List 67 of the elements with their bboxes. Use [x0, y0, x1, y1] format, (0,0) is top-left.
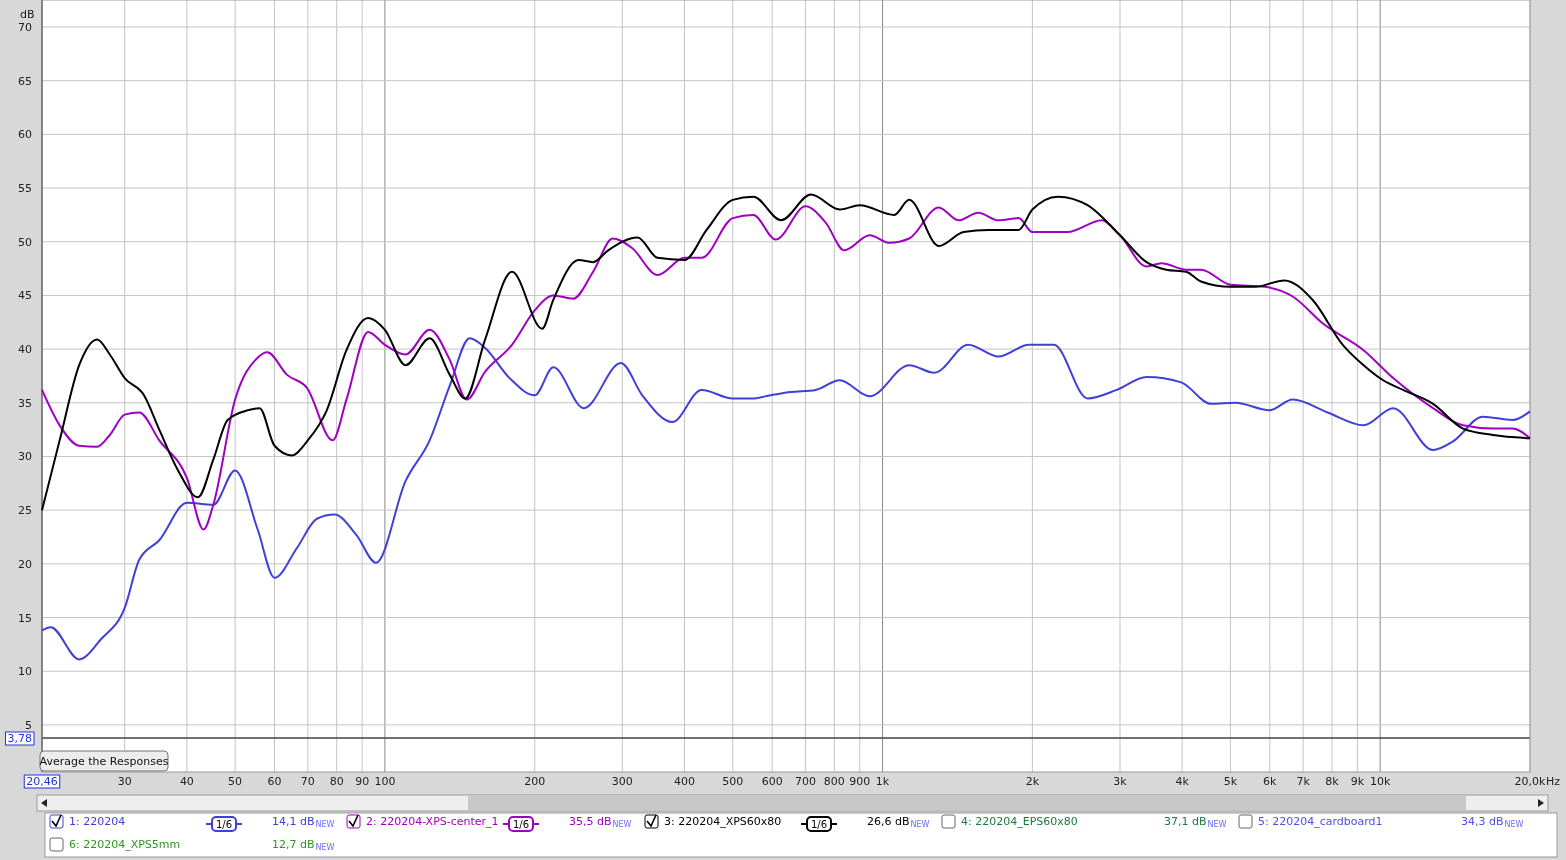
text: 26,6 dB [867, 815, 910, 828]
y-tick-label: 25 [18, 504, 32, 518]
text: NEW [910, 820, 930, 829]
text: 35,5 dB [569, 815, 612, 828]
x-tick-label: 4k [1175, 775, 1190, 788]
x-tick-label: 90 [355, 775, 370, 788]
x-tick-label: 20,0k [1514, 775, 1547, 788]
y-tick-label: 70 [18, 21, 32, 34]
text: NEW [315, 820, 335, 829]
text: 1/6 [810, 819, 828, 830]
x-tick-label: 9k [1350, 775, 1365, 788]
y-tick-label: 50 [18, 235, 32, 249]
x-tick-label: 500 [722, 775, 744, 788]
x-tick-label: 6k [1263, 775, 1278, 788]
text: 12,7 dB [272, 838, 315, 851]
y-tick-label: 40 [18, 343, 32, 357]
text: 1/6 [215, 819, 233, 830]
y-tick-label: 15 [18, 611, 32, 625]
text: 5: 220204_cardboard1 [1258, 815, 1383, 828]
x-tick-label: 5k [1223, 775, 1238, 788]
legend-label: 3: 220204_XPS60x80 [664, 815, 782, 828]
text: NEW [1504, 820, 1524, 829]
x-tick-label: 40 [179, 775, 194, 788]
x-axis-title: Hz [1546, 775, 1561, 788]
x-tick-label: 8k [1325, 775, 1340, 788]
x-tick-label: 70 [300, 775, 315, 788]
x-tick-label: 3k [1113, 775, 1128, 788]
x-tick-label: 300 [611, 775, 633, 788]
x-tick-label: 900 [849, 775, 871, 788]
y-tick-label: 10 [18, 665, 32, 679]
x-tick-label: 100 [374, 775, 396, 788]
x-tick-label: 10k [1370, 775, 1392, 788]
x-tick-label: 20,46 [26, 775, 58, 788]
y-axis-title: dB [20, 8, 35, 21]
text: 1/6 [512, 819, 530, 830]
x-tick-label: 400 [674, 775, 696, 788]
text: NEW [612, 820, 632, 829]
text: 37,1 dB [1164, 815, 1207, 828]
x-tick-label: 600 [761, 775, 783, 788]
x-tick-label: 7k [1296, 775, 1311, 788]
y-tick-label: 20 [18, 557, 32, 571]
y-tick-label: 30 [18, 450, 32, 464]
y-tick-label: 3,78 [7, 732, 32, 745]
text: 14,1 dB [272, 815, 315, 828]
text: 4: 220204_EPS60x80 [961, 815, 1078, 828]
y-tick-label: 35 [18, 396, 32, 410]
y-tick-label: 60 [18, 128, 32, 142]
y-tick-label: 55 [18, 182, 32, 196]
text: NEW [315, 843, 335, 852]
x-tick-label: 60 [267, 775, 282, 788]
x-tick-label: 800 [823, 775, 845, 788]
x-tick-label: 50 [228, 775, 243, 788]
y-tick-label: 5 [25, 718, 32, 732]
x-tick-label: 80 [329, 775, 344, 788]
y-tick-label: 45 [18, 289, 32, 303]
x-tick-label: 30 [117, 775, 132, 788]
text: Average the Responses [39, 755, 169, 768]
x-tick-label: 2k [1025, 775, 1040, 788]
legend-label: 1: 220204 [69, 815, 126, 828]
x-tick-label: 700 [794, 775, 816, 788]
text: 6: 220204_XPS5mm [69, 838, 181, 851]
x-tick-label: 1k [875, 775, 890, 788]
text: NEW [1207, 820, 1227, 829]
text: 34,3 dB [1461, 815, 1504, 828]
legend-label: 2: 220204-XPS-center_1 [366, 815, 499, 828]
y-tick-label: 65 [18, 74, 32, 88]
x-tick-label: 200 [524, 775, 546, 788]
